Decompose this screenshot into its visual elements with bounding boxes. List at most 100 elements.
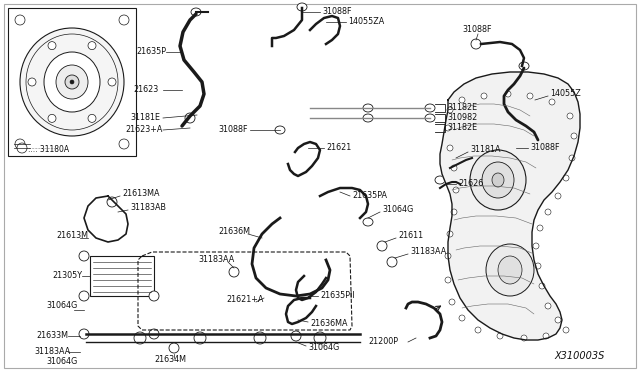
Ellipse shape xyxy=(445,253,451,259)
Ellipse shape xyxy=(555,193,561,199)
Text: 31088F: 31088F xyxy=(218,125,248,135)
Ellipse shape xyxy=(459,97,465,103)
Text: 31183AB: 31183AB xyxy=(130,203,166,212)
Ellipse shape xyxy=(447,145,453,151)
Ellipse shape xyxy=(475,327,481,333)
Ellipse shape xyxy=(191,8,201,16)
Ellipse shape xyxy=(297,3,307,11)
Ellipse shape xyxy=(48,114,56,122)
Ellipse shape xyxy=(377,241,387,251)
Text: 21636MA: 21636MA xyxy=(310,320,348,328)
Ellipse shape xyxy=(28,78,36,86)
Ellipse shape xyxy=(449,299,455,305)
Ellipse shape xyxy=(549,99,555,105)
Bar xyxy=(8,8,136,156)
Ellipse shape xyxy=(79,329,89,339)
Text: 21633M: 21633M xyxy=(36,331,68,340)
Text: 31183AA: 31183AA xyxy=(410,247,446,257)
Text: 31088F: 31088F xyxy=(322,7,351,16)
Ellipse shape xyxy=(486,244,534,296)
Ellipse shape xyxy=(497,333,503,339)
Ellipse shape xyxy=(56,65,88,99)
Ellipse shape xyxy=(569,155,575,161)
Ellipse shape xyxy=(119,139,129,149)
Text: 31181A: 31181A xyxy=(470,145,500,154)
Ellipse shape xyxy=(447,107,453,113)
Ellipse shape xyxy=(108,78,116,86)
Text: 31182E: 31182E xyxy=(447,103,477,112)
Text: 31182E: 31182E xyxy=(447,124,477,132)
Ellipse shape xyxy=(435,176,445,184)
Ellipse shape xyxy=(470,150,526,210)
Ellipse shape xyxy=(555,317,561,323)
Ellipse shape xyxy=(79,291,89,301)
Ellipse shape xyxy=(571,133,577,139)
Ellipse shape xyxy=(567,113,573,119)
Text: .... 31180A: .... 31180A xyxy=(28,145,69,154)
Text: 31064G: 31064G xyxy=(382,205,413,215)
Ellipse shape xyxy=(185,113,195,123)
Ellipse shape xyxy=(88,114,96,122)
Ellipse shape xyxy=(107,197,117,207)
Ellipse shape xyxy=(451,165,457,171)
Ellipse shape xyxy=(481,93,487,99)
Ellipse shape xyxy=(545,209,551,215)
Text: 21613MA: 21613MA xyxy=(122,189,159,199)
Text: 21613M: 21613M xyxy=(56,231,88,241)
Ellipse shape xyxy=(498,256,522,284)
Text: 21626: 21626 xyxy=(458,180,483,189)
Text: X310003S: X310003S xyxy=(554,351,604,361)
Ellipse shape xyxy=(492,173,504,187)
Ellipse shape xyxy=(444,155,456,165)
Ellipse shape xyxy=(65,75,79,89)
Text: 31064G: 31064G xyxy=(46,357,77,366)
Ellipse shape xyxy=(543,333,549,339)
Text: 21635PII: 21635PII xyxy=(320,292,355,301)
Text: 31064G: 31064G xyxy=(308,343,339,353)
Ellipse shape xyxy=(48,42,56,49)
Ellipse shape xyxy=(254,332,266,344)
Text: 21623+A: 21623+A xyxy=(125,125,163,135)
Text: 21621+A: 21621+A xyxy=(226,295,264,305)
Ellipse shape xyxy=(229,267,239,277)
Ellipse shape xyxy=(535,263,541,269)
Text: 21623: 21623 xyxy=(133,86,158,94)
Ellipse shape xyxy=(119,15,129,25)
Ellipse shape xyxy=(453,187,459,193)
Text: 14055ZA: 14055ZA xyxy=(348,17,384,26)
Ellipse shape xyxy=(15,15,25,25)
Ellipse shape xyxy=(471,39,481,49)
Ellipse shape xyxy=(447,231,453,237)
Text: 31181E: 31181E xyxy=(130,113,160,122)
Ellipse shape xyxy=(521,335,527,341)
Text: 31064G: 31064G xyxy=(46,301,77,311)
Bar xyxy=(90,256,154,296)
Ellipse shape xyxy=(169,343,179,353)
Text: 21611: 21611 xyxy=(398,231,423,241)
Ellipse shape xyxy=(425,104,435,112)
Ellipse shape xyxy=(545,303,551,309)
Text: 31183AA: 31183AA xyxy=(34,347,70,356)
Ellipse shape xyxy=(275,126,285,134)
Ellipse shape xyxy=(539,283,545,289)
Ellipse shape xyxy=(149,291,159,301)
Ellipse shape xyxy=(44,52,100,112)
Text: 21634M: 21634M xyxy=(154,356,186,365)
Ellipse shape xyxy=(79,251,89,261)
Ellipse shape xyxy=(505,91,511,97)
Ellipse shape xyxy=(445,125,451,131)
Ellipse shape xyxy=(20,28,124,136)
Ellipse shape xyxy=(425,114,435,122)
Ellipse shape xyxy=(459,315,465,321)
Text: 21621: 21621 xyxy=(326,144,351,153)
Ellipse shape xyxy=(445,277,451,283)
Ellipse shape xyxy=(291,331,301,341)
Text: 21635P: 21635P xyxy=(136,48,166,57)
Ellipse shape xyxy=(70,80,74,84)
Ellipse shape xyxy=(533,243,539,249)
Ellipse shape xyxy=(504,143,516,153)
Text: 31088F: 31088F xyxy=(530,144,559,153)
Ellipse shape xyxy=(527,93,533,99)
Ellipse shape xyxy=(451,209,457,215)
Ellipse shape xyxy=(519,62,529,70)
